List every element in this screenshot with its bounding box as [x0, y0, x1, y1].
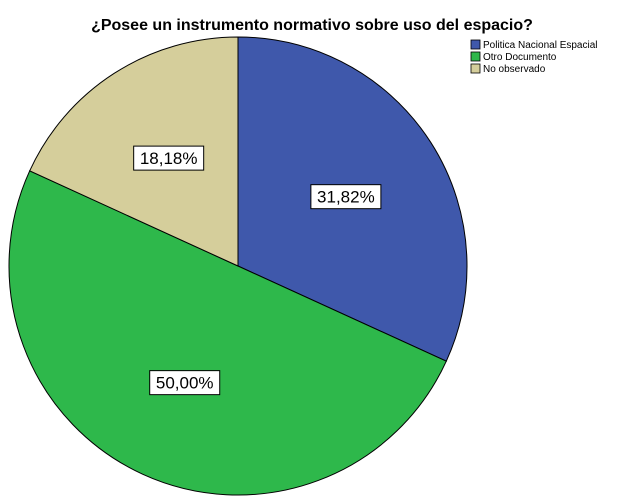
legend-label-no-observado: No observado	[483, 64, 546, 75]
chart-title: ¿Posee un instrumento normativo sobre us…	[91, 17, 533, 34]
legend-swatch-no-observado	[470, 63, 481, 74]
legend-swatch-politica-nacional-espacial	[470, 39, 481, 50]
slice-label-no-observado: 18,18%	[140, 149, 198, 168]
slice-label-box-otro-documento	[149, 370, 221, 396]
legend-swatch-otro-documento	[470, 51, 481, 62]
pie-slice-otro-documento	[8, 170, 447, 496]
legend-label-otro-documento: Otro Documento	[483, 52, 557, 63]
legend-label-politica-nacional-espacial: Politica Nacional Espacial	[483, 40, 598, 51]
slice-label-otro-documento: 50,00%	[156, 374, 214, 393]
slice-label-politica-nacional-espacial: 31,82%	[317, 188, 375, 207]
pie-slices	[8, 36, 468, 496]
slice-label-box-no-observado	[133, 145, 205, 171]
slice-labels: 31,82% 50,00% 18,18%	[133, 145, 382, 396]
slice-label-box-politica-nacional-espacial	[310, 184, 382, 210]
